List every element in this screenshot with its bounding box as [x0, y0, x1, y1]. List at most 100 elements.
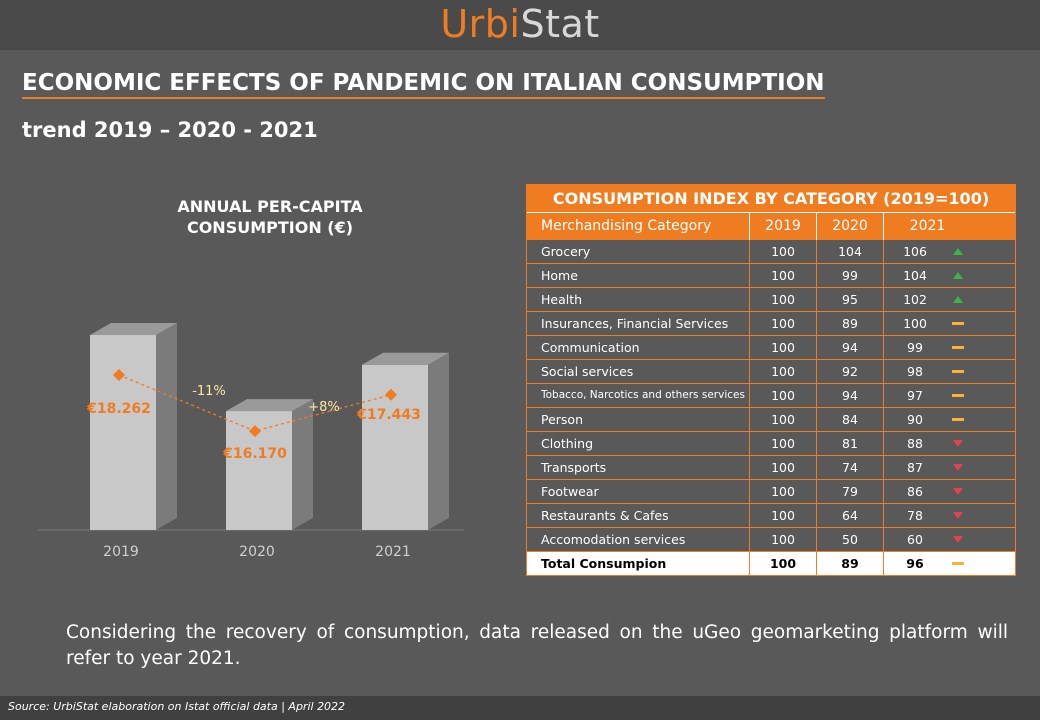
row-category: Footwear	[541, 484, 599, 499]
chart-title-line-2: CONSUMPTION (€)	[186, 218, 354, 237]
header-2021: 2021	[883, 213, 970, 240]
top-bar: UrbiStat	[0, 0, 1040, 50]
row-2019: 100	[749, 432, 816, 455]
data-label-2021: €17.443	[356, 407, 421, 423]
row-2021: 78	[883, 504, 970, 527]
header-category: Merchandising Category	[541, 218, 712, 234]
total-category: Total Consumpion	[527, 552, 749, 575]
row-2020: 79	[816, 480, 883, 503]
row-2021: 106	[883, 240, 970, 263]
bar-top-2020	[226, 399, 313, 412]
row-2021: 100	[883, 312, 970, 335]
down-arrow-icon	[952, 480, 964, 503]
row-2021: 104	[883, 264, 970, 287]
row-2019: 100	[749, 312, 816, 335]
total-2020: 89	[816, 552, 883, 575]
table-header-row: Merchandising Category 2019 2020 2021	[527, 213, 1015, 240]
flat-trend-icon	[952, 408, 964, 431]
row-2021-value: 104	[903, 268, 927, 283]
data-label-2020: €16.170	[222, 446, 287, 462]
row-2021-value: 87	[907, 460, 923, 475]
table-row: Insurances, Financial Services 100 89 100	[527, 311, 1015, 335]
table-total-row: Total Consumpion 100 89 96	[527, 551, 1015, 575]
bar-2019	[90, 335, 156, 530]
bar-side-2021	[428, 352, 449, 530]
down-arrow-icon	[952, 432, 964, 455]
row-2019: 100	[749, 264, 816, 287]
chart-title: ANNUAL PER-CAPITA CONSUMPTION (€)	[140, 196, 400, 238]
down-arrow-icon	[952, 456, 964, 479]
row-2020: 50	[816, 528, 883, 551]
table-row: Person 100 84 90	[527, 407, 1015, 431]
total-2021: 96	[883, 552, 970, 575]
row-2021-value: 106	[903, 244, 927, 259]
bar-2021	[362, 364, 428, 530]
row-2020: 81	[816, 432, 883, 455]
flat-trend-icon	[952, 312, 964, 335]
table-row: Communication 100 94 99	[527, 335, 1015, 359]
row-2019: 100	[749, 240, 816, 263]
row-2019: 100	[749, 504, 816, 527]
header-2020: 2020	[816, 213, 883, 240]
table-row: Transports 100 74 87	[527, 455, 1015, 479]
row-2021: 98	[883, 360, 970, 383]
row-category: Accomodation services	[541, 532, 686, 547]
row-2020: 89	[816, 312, 883, 335]
trend-point-2019	[113, 369, 125, 382]
row-category: Communication	[541, 340, 640, 355]
row-2021-value: 99	[907, 340, 923, 355]
table-row: Health 100 95 102	[527, 287, 1015, 311]
row-2021-value: 88	[907, 436, 923, 451]
source-footer: Source: UrbiStat elaboration on Istat of…	[0, 696, 1040, 720]
row-2020: 94	[816, 336, 883, 359]
row-2021: 102	[883, 288, 970, 311]
row-2019: 100	[749, 288, 816, 311]
row-category: Clothing	[541, 436, 594, 451]
row-2021-value: 86	[907, 484, 923, 499]
up-arrow-icon	[952, 288, 964, 311]
tick-label-2019: 2019	[103, 544, 139, 560]
footnote-text: Considering the recovery of consumption,…	[66, 622, 1008, 669]
row-2021: 88	[883, 432, 970, 455]
tick-label-2020: 2020	[239, 544, 275, 560]
row-category: Restaurants & Cafes	[541, 508, 669, 523]
flat-trend-icon	[952, 384, 964, 407]
row-2020: 104	[816, 240, 883, 263]
up-arrow-icon	[952, 240, 964, 263]
row-2020: 84	[816, 408, 883, 431]
logo-part-2: Stat	[520, 2, 600, 46]
bar-2020	[226, 411, 292, 530]
total-2021-value: 96	[906, 556, 924, 571]
table-row: Home 100 99 104	[527, 263, 1015, 287]
row-2021-value: 97	[907, 388, 923, 403]
trend-line	[118, 374, 392, 432]
table-row: Grocery 100 104 106	[527, 240, 1015, 263]
header-2021-label: 2021	[909, 218, 946, 234]
row-2020: 92	[816, 360, 883, 383]
row-category: Person	[541, 412, 584, 427]
row-category: Social services	[541, 364, 634, 379]
down-arrow-icon	[952, 528, 964, 551]
row-2021: 90	[883, 408, 970, 431]
page-title: ECONOMIC EFFECTS OF PANDEMIC ON ITALIAN …	[22, 70, 825, 99]
up-arrow-icon	[952, 264, 964, 287]
flat-trend-icon	[952, 336, 964, 359]
row-category: Grocery	[541, 244, 591, 259]
row-2021: 87	[883, 456, 970, 479]
row-2019: 100	[749, 384, 816, 407]
bar-side-2019	[156, 323, 177, 530]
tick-label-2021: 2021	[375, 544, 411, 560]
row-2021: 97	[883, 384, 970, 407]
row-2019: 100	[749, 480, 816, 503]
down-arrow-icon	[952, 504, 964, 527]
table-title: CONSUMPTION INDEX BY CATEGORY (2019=100)	[527, 185, 1015, 213]
total-2019: 100	[749, 552, 816, 575]
table-row: Restaurants & Cafes 100 64 78	[527, 503, 1015, 527]
row-2021: 60	[883, 528, 970, 551]
data-label-2019: €18.262	[86, 401, 151, 417]
table-row: Clothing 100 81 88	[527, 431, 1015, 455]
row-2021-value: 90	[907, 412, 923, 427]
row-2019: 100	[749, 360, 816, 383]
change-label-2020-2021: +8%	[308, 400, 340, 415]
row-2019: 100	[749, 408, 816, 431]
